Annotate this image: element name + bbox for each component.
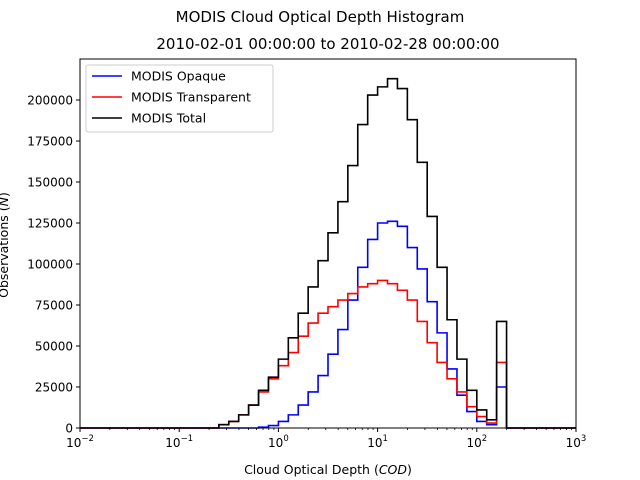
legend-label-3: MODIS Total (131, 111, 206, 126)
x-tick-label-exponent: −2 (81, 434, 94, 444)
legend-frame (85, 64, 274, 133)
x-tick-label: 10−2 (66, 434, 94, 450)
x-axis-label-paren-open: ( (370, 462, 379, 477)
x-tick-label-exponent: 3 (581, 434, 586, 444)
x-tick-label: 10−1 (165, 434, 193, 450)
y-tick-label: 125000 (27, 217, 73, 231)
x-tick-label-base: 10 (66, 436, 81, 450)
x-tick-label-exponent: 1 (383, 434, 388, 444)
y-tick-label: 25000 (35, 381, 73, 395)
y-tick-label: 175000 (27, 135, 73, 149)
y-tick-label: 200000 (27, 94, 73, 108)
legend: MODIS Opaque MODIS Transparent MODIS Total (85, 64, 274, 133)
legend-entries: MODIS Opaque MODIS Transparent MODIS Total (92, 69, 251, 126)
y-axis-label-paren-open: ( (0, 206, 11, 215)
y-axis: 0 25000 50000 75000 100000 125000 150000 175000… (27, 94, 80, 436)
x-tick-label-base: 10 (268, 436, 283, 450)
x-tick-label: 101 (367, 434, 388, 450)
series-line-2 (80, 279, 576, 429)
x-tick-label: 103 (566, 434, 587, 450)
x-tick-label-base: 10 (165, 436, 180, 450)
x-tick-label-exponent: 2 (482, 434, 487, 444)
x-axis: 10−2 10−1 100 101 102 103 (66, 428, 586, 450)
x-tick-label: 102 (466, 434, 487, 450)
y-tick-label: 150000 (27, 176, 73, 190)
x-axis-label: Cloud Optical Depth (COD) (244, 462, 412, 477)
x-tick-label: 100 (268, 434, 289, 450)
y-axis-label-text: Observations (0, 215, 11, 298)
chart-subtitle: 2010-02-01 00:00:00 to 2010-02-28 00:00:… (156, 35, 499, 53)
y-axis-label-unit: N (0, 196, 11, 206)
x-tick-label-base: 10 (367, 436, 382, 450)
x-axis-label-text: Cloud Optical Depth (244, 462, 370, 477)
chart-title: MODIS Cloud Optical Depth Histogram (176, 8, 465, 26)
y-tick-label: 100000 (27, 258, 73, 272)
y-axis-label-paren-close: ) (0, 192, 11, 197)
x-axis-label-unit: COD (379, 462, 408, 477)
x-tick-label-base: 10 (566, 436, 581, 450)
series-line-3 (80, 77, 576, 429)
y-tick-label: 75000 (35, 299, 73, 313)
x-tick-label-base: 10 (466, 436, 481, 450)
x-axis-label-paren-close: ) (407, 462, 412, 477)
y-tick-label: 0 (65, 422, 73, 436)
y-tick-label: 50000 (35, 340, 73, 354)
y-axis-label: Observations (N) (0, 192, 11, 298)
x-tick-label-exponent: 0 (283, 434, 288, 444)
series-layer (80, 77, 576, 429)
x-tick-label-exponent: −1 (181, 434, 194, 444)
legend-label-1: MODIS Opaque (131, 69, 226, 84)
plot-frame (79, 58, 577, 429)
legend-label-2: MODIS Transparent (131, 90, 251, 105)
